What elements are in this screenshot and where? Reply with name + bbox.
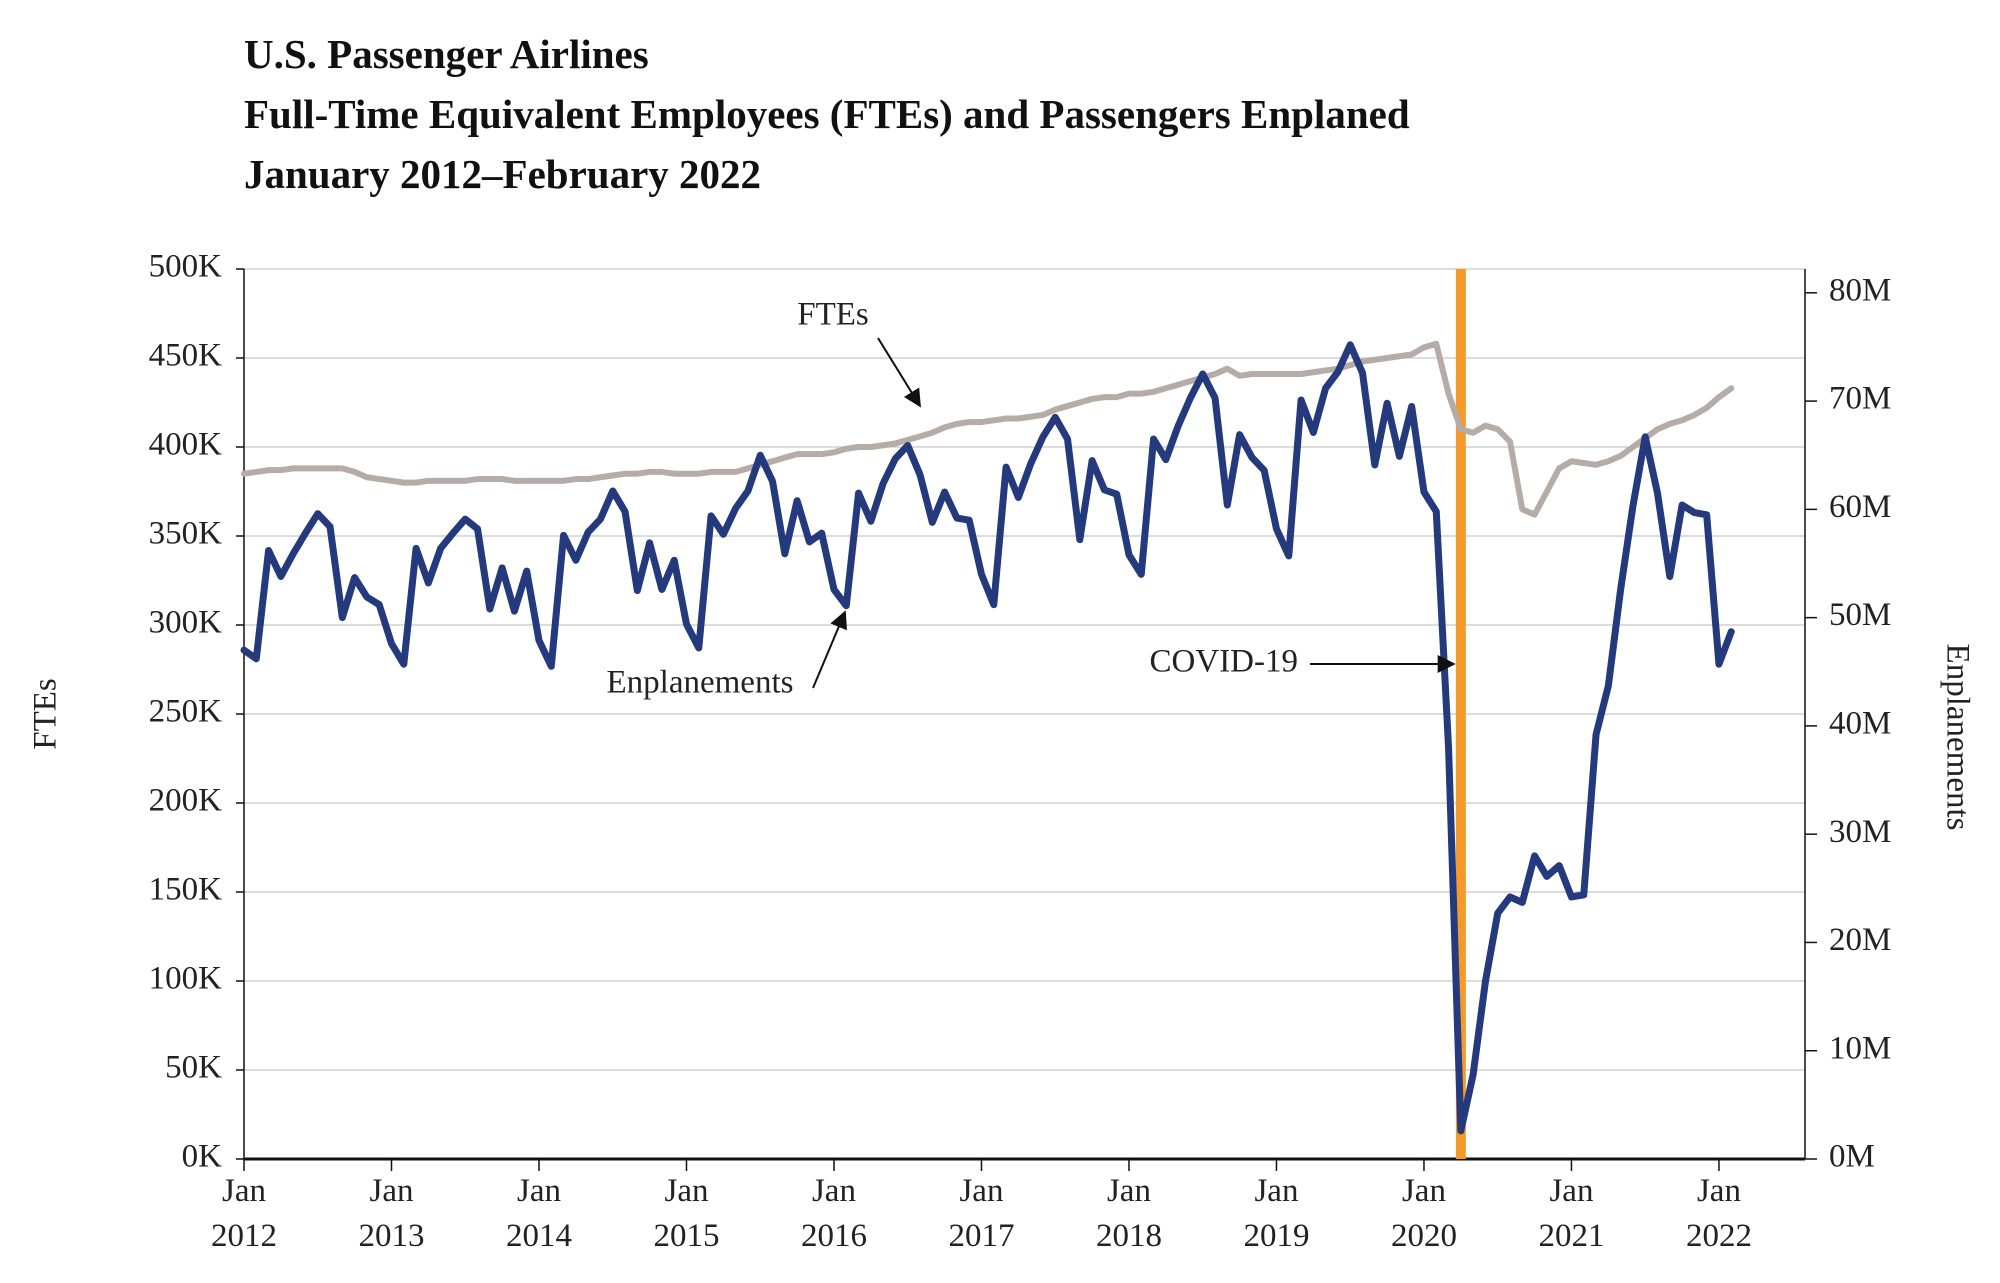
y2-tick-label: 40M bbox=[1829, 705, 1891, 741]
y-tick-label: 500K bbox=[149, 249, 223, 285]
event-marker bbox=[1455, 269, 1466, 1159]
chart-title: Full-Time Equivalent Employees (FTEs) an… bbox=[244, 91, 1410, 137]
y2-tick-label: 60M bbox=[1829, 489, 1891, 525]
x-tick-label: Jan 2013 bbox=[358, 1173, 425, 1254]
y2-tick-label: 20M bbox=[1829, 922, 1891, 958]
y-tick-label: 450K bbox=[149, 338, 223, 374]
x-tick-label: Jan 2019 bbox=[1243, 1173, 1310, 1254]
x-tick-label: Jan 2018 bbox=[1095, 1173, 1162, 1254]
y2-tick-label: 30M bbox=[1829, 814, 1891, 850]
y-tick-label: 350K bbox=[149, 516, 223, 552]
y2-tick-label: 70M bbox=[1829, 381, 1891, 417]
y-tick-label: 0K bbox=[182, 1139, 223, 1175]
x-tick-label: Jan 2017 bbox=[948, 1173, 1015, 1254]
x-tick-label: Jan 2012 bbox=[211, 1173, 277, 1254]
annotation-arrow bbox=[812, 610, 848, 689]
annotation-label: COVID-19 bbox=[1150, 644, 1298, 680]
x-tick-label: Jan 2022 bbox=[1685, 1173, 1752, 1254]
series-label: Enplanements bbox=[607, 665, 794, 701]
x-tick-label: Jan 2015 bbox=[653, 1173, 720, 1254]
y-tick-label: 100K bbox=[149, 961, 223, 997]
y-tick-label: 250K bbox=[149, 694, 223, 730]
y-tick-label: 400K bbox=[149, 427, 223, 463]
x-tick-label: Jan 2020 bbox=[1390, 1173, 1457, 1254]
series-line bbox=[240, 341, 1735, 1135]
y2-tick-label: 10M bbox=[1829, 1030, 1891, 1066]
y-tick-label: 50K bbox=[165, 1050, 222, 1086]
y2-tick-label: 0M bbox=[1829, 1139, 1875, 1175]
series-label: FTEs bbox=[797, 297, 869, 333]
series-line bbox=[241, 340, 1735, 518]
y-axis-title: FTEs bbox=[28, 678, 64, 750]
x-tick-label: Jan 2014 bbox=[505, 1173, 572, 1254]
y-tick-label: 300K bbox=[149, 605, 223, 641]
y2-tick-label: 80M bbox=[1829, 272, 1891, 308]
y-tick-label: 150K bbox=[149, 872, 223, 908]
y2-axis-title: Enplanements bbox=[1939, 644, 1975, 831]
y2-tick-label: 50M bbox=[1829, 597, 1891, 633]
chart-title: January 2012–February 2022 bbox=[244, 151, 761, 197]
x-tick-label: Jan 2016 bbox=[800, 1173, 867, 1254]
annotation-arrow bbox=[877, 337, 921, 408]
x-tick-label: Jan 2021 bbox=[1538, 1173, 1605, 1254]
chart-title: U.S. Passenger Airlines bbox=[244, 31, 649, 77]
y-tick-label: 200K bbox=[149, 783, 223, 819]
